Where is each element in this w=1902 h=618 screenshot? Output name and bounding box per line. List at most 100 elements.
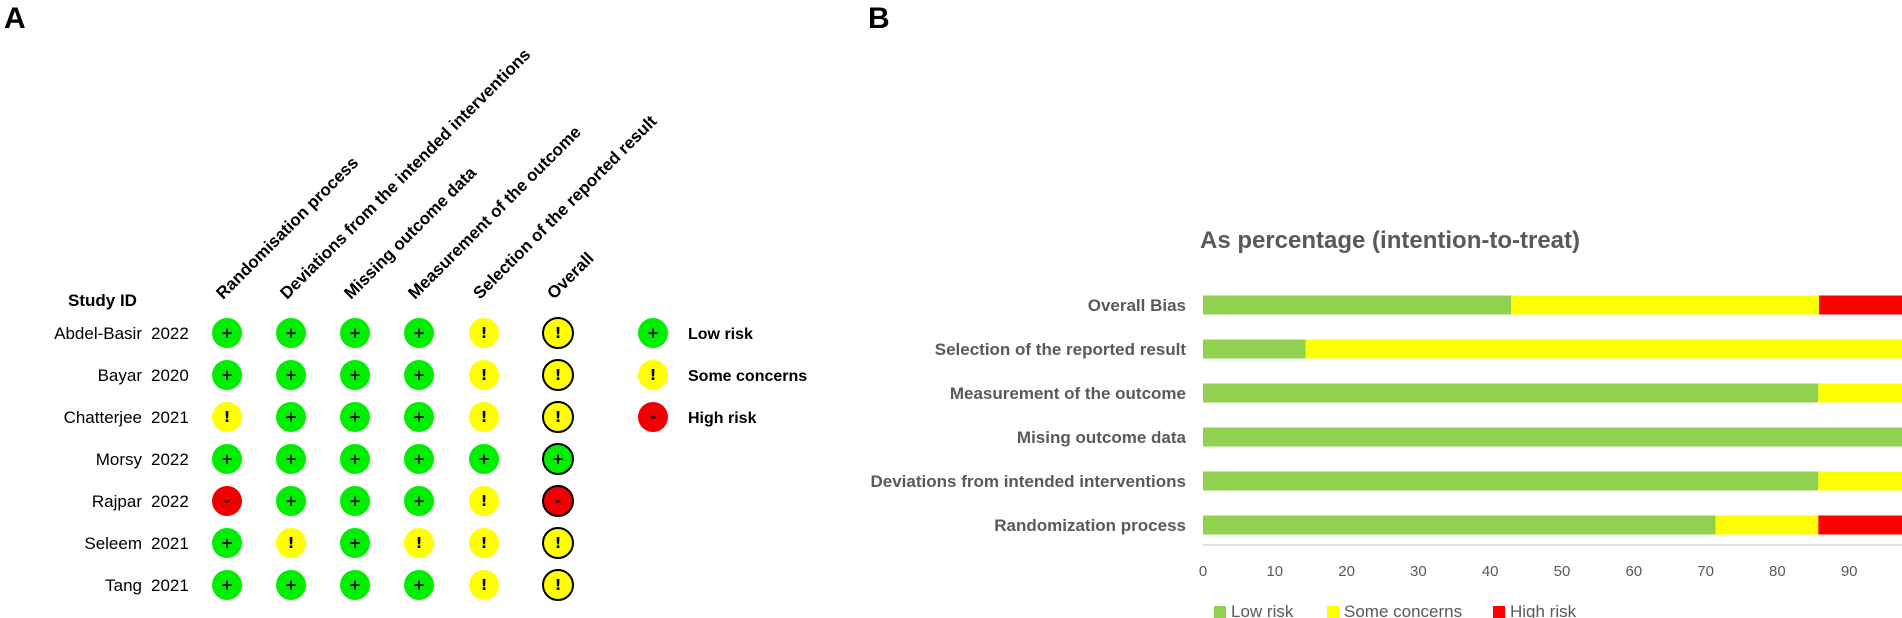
key-symbol: + bbox=[647, 324, 660, 342]
legend-label: High risk bbox=[1510, 602, 1577, 618]
judgement-circle bbox=[404, 570, 434, 600]
judgement-circle bbox=[276, 360, 306, 390]
judgement-symbol: ! bbox=[555, 576, 562, 594]
judgement-symbol: + bbox=[413, 576, 426, 594]
bar-area: Overall Bias Selection of the reported re… bbox=[871, 295, 1902, 535]
key-item: + Low risk bbox=[638, 318, 753, 348]
study-year: 2021 bbox=[151, 576, 189, 595]
judgement-circle bbox=[212, 318, 242, 348]
bar-row: Deviations from intended interventions bbox=[871, 471, 1902, 491]
key-item: - High risk bbox=[638, 402, 757, 432]
judgement-circle bbox=[340, 318, 370, 348]
x-tick-label: 80 bbox=[1769, 563, 1786, 580]
judgement-symbol: + bbox=[285, 324, 298, 342]
category-label: Mising outcome data bbox=[1017, 428, 1187, 447]
study-name: Tang bbox=[105, 576, 142, 595]
study-row: Chatterjee 2021! + + +!! bbox=[64, 401, 574, 433]
judgement-circle bbox=[276, 318, 306, 348]
judgement-circle bbox=[542, 359, 574, 391]
judgement-symbol: + bbox=[413, 492, 426, 510]
judgement-circle bbox=[469, 318, 499, 348]
bar-segment-low bbox=[1203, 515, 1716, 535]
risk-key: + Low risk! Some concerns - High risk bbox=[638, 318, 807, 432]
judgement-circle bbox=[404, 318, 434, 348]
judgement-circle bbox=[212, 570, 242, 600]
judgement-symbol: + bbox=[285, 492, 298, 510]
bar-row: Randomization process bbox=[994, 515, 1902, 535]
bar-segment-some bbox=[1818, 383, 1902, 403]
judgement-circle bbox=[542, 401, 574, 433]
x-tick-label: 60 bbox=[1625, 563, 1642, 580]
judgement-symbol: ! bbox=[555, 534, 562, 552]
judgement-symbol: - bbox=[224, 492, 230, 510]
category-label: Selection of the reported result bbox=[935, 340, 1187, 359]
x-tick-label: 70 bbox=[1697, 563, 1714, 580]
judgement-circle bbox=[276, 444, 306, 474]
judgement-symbol: + bbox=[349, 576, 362, 594]
judgement-symbol: ! bbox=[224, 408, 231, 426]
legend-swatch bbox=[1214, 606, 1226, 618]
category-label: Measurement of the outcome bbox=[950, 384, 1186, 403]
judgement-circle bbox=[212, 486, 242, 516]
study-name: Chatterjee bbox=[64, 408, 142, 427]
x-tick-label: 40 bbox=[1482, 563, 1499, 580]
x-tick-label: 20 bbox=[1338, 563, 1355, 580]
bar-segment-low bbox=[1203, 427, 1902, 447]
judgement-circle bbox=[340, 528, 370, 558]
bar-segment-some bbox=[1715, 515, 1819, 535]
judgement-symbol: + bbox=[285, 450, 298, 468]
chart-title: As percentage (intention-to-treat) bbox=[1200, 227, 1580, 254]
judgement-circle bbox=[469, 528, 499, 558]
judgement-circle bbox=[404, 444, 434, 474]
bar-row: Measurement of the outcome bbox=[950, 383, 1902, 403]
study-rows: Abdel-Basir 2022 + + + +! ! Bayar 2020 + + + +! ! Chat… bbox=[54, 317, 574, 601]
x-tick-label: 10 bbox=[1266, 563, 1283, 580]
bar-segment-some bbox=[1305, 339, 1902, 359]
study-year: 2022 bbox=[151, 492, 189, 511]
judgement-symbol: ! bbox=[481, 324, 488, 342]
judgement-circle bbox=[542, 317, 574, 349]
judgement-circle bbox=[469, 360, 499, 390]
x-tick-label: 30 bbox=[1410, 563, 1427, 580]
judgement-symbol: + bbox=[285, 576, 298, 594]
legend-swatch bbox=[1327, 606, 1339, 618]
judgement-symbol: + bbox=[478, 450, 491, 468]
judgement-symbol: ! bbox=[555, 366, 562, 384]
judgement-symbol: ! bbox=[555, 408, 562, 426]
category-label: Overall Bias bbox=[1088, 296, 1186, 315]
study-year: 2020 bbox=[151, 366, 189, 385]
legend-item: Some concerns bbox=[1327, 602, 1462, 618]
study-id-header: Study ID bbox=[68, 291, 137, 310]
judgement-circle bbox=[404, 528, 434, 558]
judgement-symbol: ! bbox=[481, 576, 488, 594]
key-swatch bbox=[638, 318, 668, 348]
key-symbol: ! bbox=[650, 366, 657, 384]
judgement-circle bbox=[212, 528, 242, 558]
study-row: Seleem 2021 +! +!!! bbox=[84, 527, 574, 559]
study-name: Bayar bbox=[98, 366, 143, 385]
judgement-circle bbox=[212, 402, 242, 432]
judgement-symbol: + bbox=[349, 408, 362, 426]
study-name: Morsy bbox=[96, 450, 143, 469]
key-swatch bbox=[638, 360, 668, 390]
judgement-circle bbox=[469, 444, 499, 474]
study-name: Abdel-Basir bbox=[54, 324, 142, 343]
x-tick-label: 90 bbox=[1841, 563, 1858, 580]
bar-segment-some bbox=[1818, 471, 1902, 491]
judgement-symbol: ! bbox=[288, 534, 295, 552]
panel-a-label: A bbox=[4, 2, 26, 35]
judgement-circle bbox=[404, 402, 434, 432]
judgement-circle bbox=[469, 402, 499, 432]
bar-row: Mising outcome data bbox=[1017, 427, 1902, 447]
bar-segment-low bbox=[1203, 471, 1819, 491]
judgement-symbol: + bbox=[349, 534, 362, 552]
judgement-circle bbox=[212, 360, 242, 390]
judgement-circle bbox=[469, 486, 499, 516]
key-swatch bbox=[638, 402, 668, 432]
judgement-circle bbox=[212, 444, 242, 474]
legend-item: Low risk bbox=[1214, 602, 1294, 618]
judgement-symbol: + bbox=[349, 492, 362, 510]
legend-swatch bbox=[1493, 606, 1505, 618]
